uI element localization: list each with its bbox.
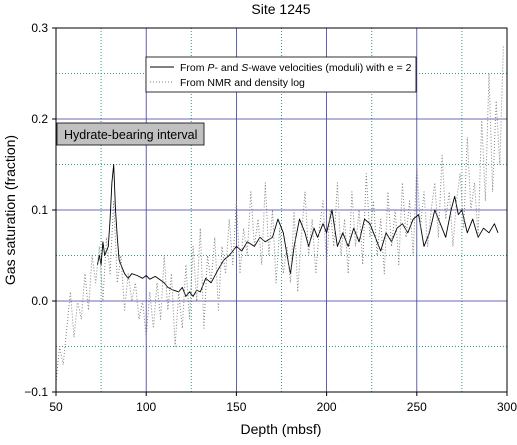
y-axis-label: Gas saturation (fraction) — [2, 135, 18, 285]
x-tick-label: 250 — [407, 400, 427, 414]
y-tick-label: −0.1 — [24, 385, 48, 399]
axis-layer: 50 100 150 200 250 300 −0.1 0.0 0.1 0.2 0.3 — [24, 21, 517, 414]
y-tick-label: 0.2 — [31, 112, 48, 126]
legend-entry-velocity: From P- and S-wave velocities (moduli) w… — [180, 62, 412, 74]
x-axis-label: Depth (mbsf) — [241, 421, 322, 437]
legend-entry-velocity-middle: - and — [214, 62, 241, 74]
x-tick-label: 300 — [497, 400, 517, 414]
series-line-velocity — [97, 164, 499, 297]
y-tick-label: 0.3 — [31, 21, 48, 35]
legend-entry-velocity-suffix: -wave velocities (moduli) with e = 2 — [248, 62, 411, 74]
annotation-text: Hydrate-bearing interval — [64, 128, 197, 142]
annotation-box — [56, 122, 205, 146]
legend-box — [145, 56, 417, 93]
legend-entry-velocity-p: P — [207, 62, 214, 74]
series-layer — [55, 46, 504, 383]
y-tick-label: 0.1 — [31, 203, 48, 217]
x-tick-label: 50 — [49, 400, 63, 414]
legend-entry-velocity-prefix: From — [180, 62, 207, 74]
x-tick-label: 100 — [136, 400, 156, 414]
hydrate-annotation: Hydrate-bearing interval — [56, 122, 205, 146]
legend-entry-nmr: From NMR and density log — [180, 77, 305, 89]
x-tick-label: 150 — [226, 400, 246, 414]
chart-title: Site 1245 — [251, 1, 310, 17]
legend-entry-velocity-s: S — [241, 62, 248, 74]
y-tick-label: 0.0 — [31, 294, 48, 308]
legend: From P- and S-wave velocities (moduli) w… — [145, 56, 417, 93]
x-tick-label: 200 — [317, 400, 337, 414]
legend-entry-nmr-text: From NMR and density log — [180, 77, 305, 89]
